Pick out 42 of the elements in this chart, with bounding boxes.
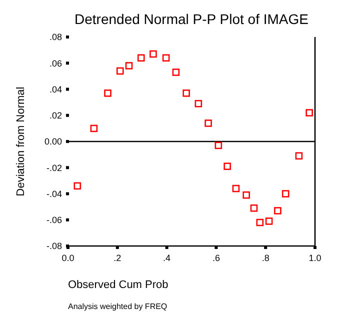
point (306, 109, 313, 116)
y-tick-label: .06 (49, 58, 62, 68)
point (182, 90, 190, 97)
y-tick-label: -.06 (46, 215, 62, 226)
point (74, 182, 82, 190)
point (116, 67, 124, 75)
point (242, 191, 250, 199)
x-tick-label: .6 (212, 253, 220, 263)
y-tick-label: .04 (49, 84, 62, 94)
x-axis-title: Observed Cum Prob (68, 279, 168, 291)
point (274, 207, 282, 214)
point (150, 50, 157, 58)
point (224, 162, 231, 170)
point (204, 120, 212, 127)
point (162, 54, 170, 62)
point (282, 190, 290, 198)
y-tick-label: 0.00 (44, 136, 62, 147)
point (232, 184, 240, 192)
y-tick-label: .02 (49, 110, 62, 121)
y-tick-label: -.04 (46, 188, 62, 199)
point (214, 142, 222, 150)
point (90, 124, 98, 132)
y-tick-label: -.02 (46, 162, 62, 173)
point (250, 204, 258, 212)
point (104, 90, 112, 97)
y-axis-title: Deviation from Normal (15, 86, 27, 196)
x-tick-label: .8 (262, 253, 270, 263)
chart-title: Detrended Normal P-P Plot of IMAGE (74, 11, 308, 27)
point (265, 218, 273, 225)
y-tick-label: -.08 (46, 241, 62, 252)
x-tick-label: 0.0 (62, 253, 74, 263)
point (137, 54, 145, 62)
point (125, 62, 133, 70)
point (256, 218, 264, 226)
x-tick-label: 1.0 (308, 253, 322, 263)
x-tick-label: .2 (114, 253, 122, 263)
point (295, 152, 303, 160)
x-tick-label: .4 (163, 253, 171, 263)
point (194, 100, 202, 108)
y-tick-label: .08 (49, 32, 62, 42)
text: Analysis weighted by FREQ (68, 302, 168, 311)
point (172, 68, 180, 76)
